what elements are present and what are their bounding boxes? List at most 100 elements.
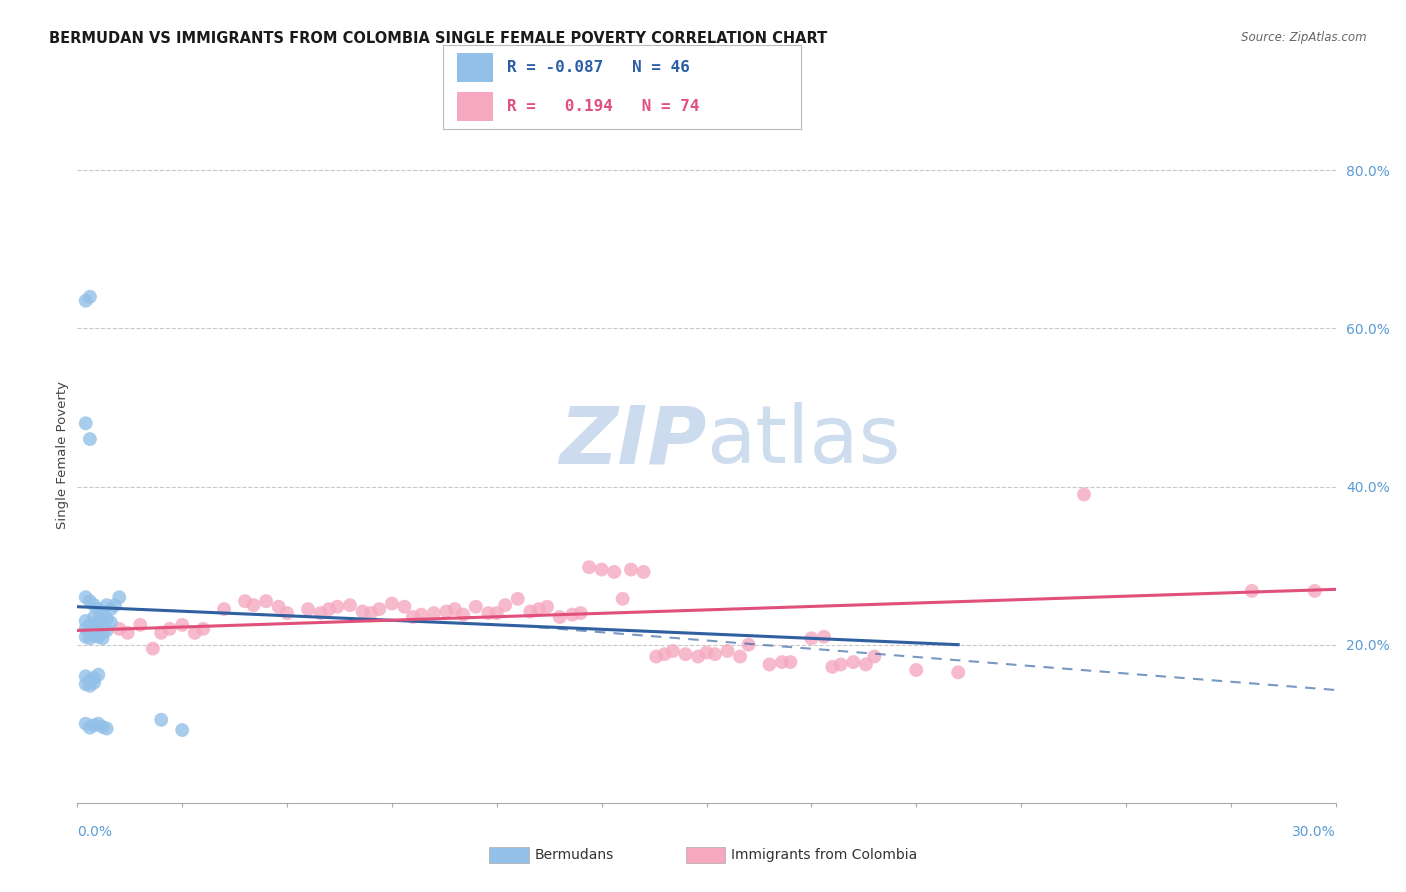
Point	[444, 602, 467, 616]
Y-axis label: Single Female Poverty: Single Female Poverty	[56, 381, 69, 529]
Point	[548, 610, 571, 624]
Text: ZIP: ZIP	[560, 402, 707, 480]
Point	[813, 630, 835, 644]
Bar	[457, 54, 494, 82]
Point	[75, 293, 97, 308]
Point	[688, 649, 710, 664]
Point	[318, 602, 340, 616]
Point	[339, 598, 361, 612]
Point	[79, 618, 101, 632]
Point	[91, 632, 114, 646]
Point	[842, 655, 865, 669]
Point	[1073, 487, 1095, 501]
Point	[75, 591, 97, 605]
Point	[620, 563, 643, 577]
Point	[519, 605, 541, 619]
Point	[83, 598, 105, 612]
Point	[527, 602, 550, 616]
Point	[96, 598, 118, 612]
Point	[91, 625, 114, 640]
Point	[716, 644, 738, 658]
Point	[87, 602, 110, 616]
Point	[87, 630, 110, 644]
Point	[91, 615, 114, 630]
Text: Bermudans: Bermudans	[534, 848, 613, 863]
Point	[83, 628, 105, 642]
Point	[645, 649, 668, 664]
Point	[83, 620, 105, 634]
Point	[402, 610, 425, 624]
Text: R =   0.194   N = 74: R = 0.194 N = 74	[508, 99, 700, 114]
Point	[436, 605, 458, 619]
Point	[830, 657, 852, 672]
Point	[696, 646, 718, 660]
Point	[191, 622, 215, 636]
Point	[536, 599, 558, 614]
Point	[477, 606, 499, 620]
Text: 30.0%: 30.0%	[1292, 825, 1336, 839]
Point	[75, 716, 97, 731]
Point	[83, 671, 105, 685]
Point	[83, 610, 105, 624]
Point	[561, 607, 583, 622]
Point	[821, 660, 844, 674]
Point	[464, 599, 486, 614]
Point	[368, 602, 391, 616]
Point	[108, 622, 131, 636]
Point	[233, 594, 256, 608]
Point	[150, 713, 173, 727]
Point	[184, 625, 207, 640]
Point	[87, 618, 110, 632]
Point	[79, 594, 101, 608]
Point	[75, 417, 97, 431]
Point	[423, 606, 446, 620]
Text: BERMUDAN VS IMMIGRANTS FROM COLOMBIA SINGLE FEMALE POVERTY CORRELATION CHART: BERMUDAN VS IMMIGRANTS FROM COLOMBIA SIN…	[49, 31, 828, 46]
Point	[948, 665, 970, 680]
Text: atlas: atlas	[707, 402, 901, 480]
Point	[172, 723, 194, 737]
Point	[87, 667, 110, 681]
Point	[276, 606, 298, 620]
Point	[309, 606, 332, 620]
Point	[96, 624, 118, 638]
Point	[494, 598, 516, 612]
Point	[129, 618, 152, 632]
Point	[100, 615, 122, 630]
Text: 0.0%: 0.0%	[77, 825, 112, 839]
Point	[737, 638, 759, 652]
Point	[83, 718, 105, 732]
Point	[79, 679, 101, 693]
Point	[591, 563, 613, 577]
Point	[267, 599, 290, 614]
Point	[104, 598, 127, 612]
Point	[212, 602, 235, 616]
Point	[79, 624, 101, 638]
Point	[159, 622, 181, 636]
Point	[91, 720, 114, 734]
Point	[352, 605, 374, 619]
Point	[75, 614, 97, 628]
Point	[703, 647, 725, 661]
Point	[96, 722, 118, 736]
Point	[485, 606, 508, 620]
Point	[79, 673, 101, 688]
Point	[779, 655, 801, 669]
Bar	[457, 92, 494, 120]
Point	[91, 606, 114, 620]
Point	[381, 597, 404, 611]
Point	[87, 622, 110, 636]
Point	[612, 591, 634, 606]
Point	[905, 663, 928, 677]
Text: Immigrants from Colombia: Immigrants from Colombia	[731, 848, 917, 863]
Point	[79, 290, 101, 304]
Point	[662, 644, 685, 658]
Point	[96, 612, 118, 626]
Point	[675, 647, 697, 661]
Point	[254, 594, 277, 608]
Point	[75, 677, 97, 691]
Point	[578, 560, 600, 574]
Point	[1240, 583, 1263, 598]
Text: Source: ZipAtlas.com: Source: ZipAtlas.com	[1241, 31, 1367, 45]
Point	[654, 647, 676, 661]
Point	[728, 649, 751, 664]
